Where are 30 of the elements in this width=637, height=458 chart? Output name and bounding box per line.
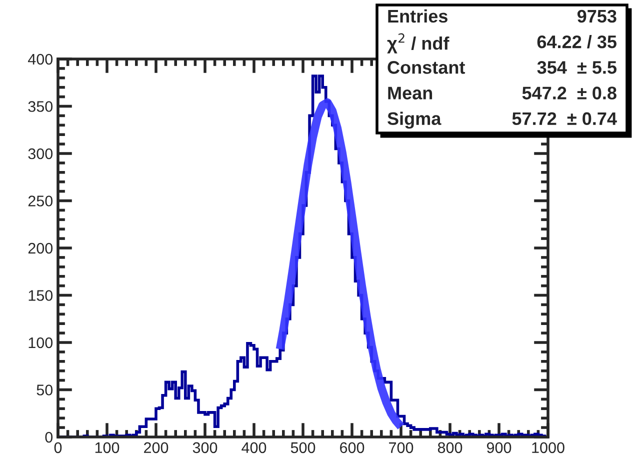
x-tick-label: 400 <box>242 442 266 454</box>
annotation: 354 ± 5.5 <box>537 61 616 74</box>
y-tick-label: 200 <box>28 242 53 254</box>
x-tick-label: 300 <box>192 442 218 454</box>
y-tick-label: 150 <box>28 290 53 301</box>
annotation: Mean <box>388 86 432 100</box>
annotation: Constant <box>388 61 466 74</box>
text: χ$^{2}$ / ndf <box>387 33 450 54</box>
x-tick-label: 0 <box>54 442 62 454</box>
x-tick-label: 800 <box>438 442 462 454</box>
annotation: 57.72 ± 0.74 <box>512 112 617 126</box>
x-tick-label: 600 <box>340 442 364 454</box>
y-tick-label: 100 <box>28 337 53 348</box>
x-tick-label: 100 <box>95 442 120 454</box>
annotation: Sigma <box>388 112 442 129</box>
x-tick-label: 700 <box>389 442 414 454</box>
annotation: 547.2 ± 0.8 <box>522 86 616 100</box>
text: 9753 <box>577 10 616 23</box>
x-tick-label: 500 <box>290 442 316 454</box>
x-tick-label: 1000 <box>532 442 564 454</box>
text: Entries <box>388 9 448 23</box>
y-tick-label: 250 <box>28 196 53 206</box>
x-tick-label: 900 <box>486 442 512 454</box>
x-tick-label: 200 <box>144 442 168 454</box>
y-tick-label: 400 <box>28 54 53 65</box>
y-tick-label: 50 <box>36 384 53 396</box>
y-tick-label: 300 <box>28 148 53 160</box>
text: 64.22 / 35 <box>537 34 617 48</box>
y-tick-label: 350 <box>28 101 53 112</box>
y-tick-label: 0 <box>45 432 53 443</box>
